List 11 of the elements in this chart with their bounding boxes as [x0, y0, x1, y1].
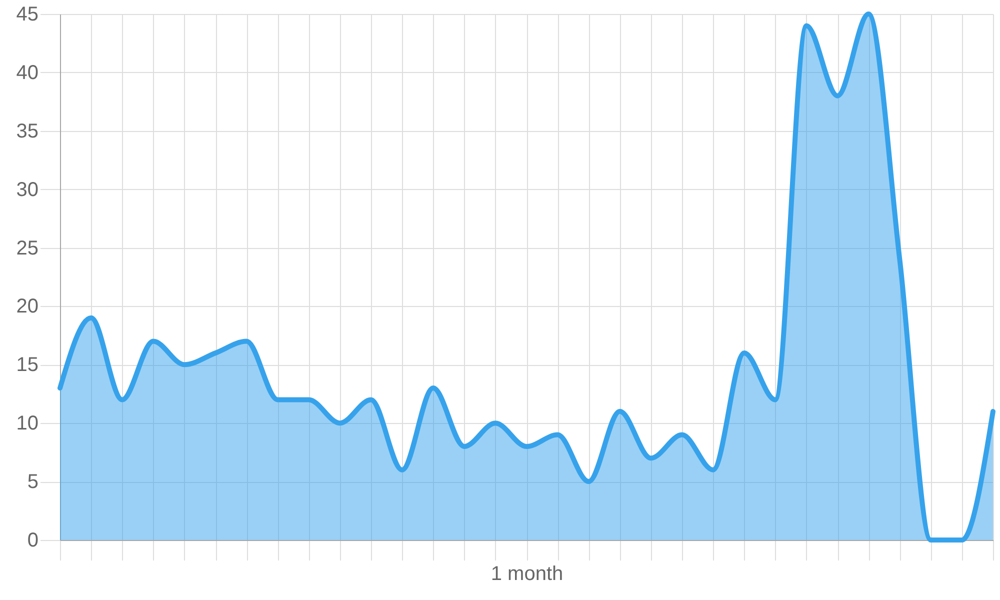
y-tick-label: 5 [27, 471, 38, 494]
y-tick-label: 45 [16, 4, 38, 26]
x-axis-title: 1 month [490, 563, 564, 585]
y-tick-label: 10 [16, 412, 38, 435]
y-tick-label: 0 [27, 530, 38, 552]
y-tick-label: 25 [16, 237, 38, 260]
y-tick-label: 20 [16, 296, 38, 318]
y-tick-label: 15 [16, 354, 38, 376]
y-tick-label: 35 [16, 120, 38, 142]
y-tick-label: 30 [16, 178, 38, 201]
y-tick-label: 40 [16, 62, 38, 84]
